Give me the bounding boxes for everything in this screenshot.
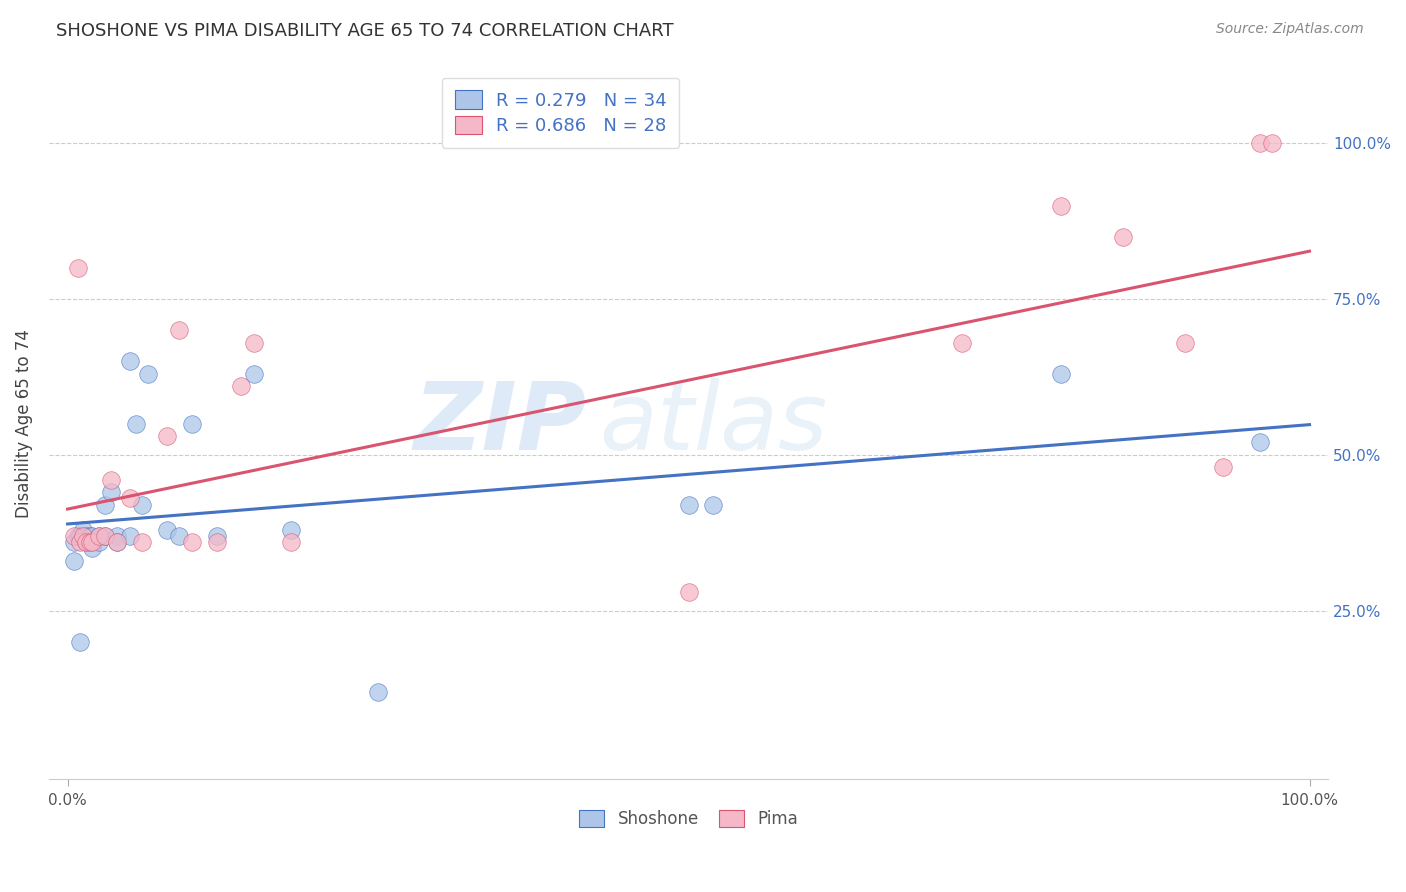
Point xyxy=(156,523,179,537)
Point xyxy=(87,529,110,543)
Point xyxy=(105,535,128,549)
Point xyxy=(180,417,202,431)
Point xyxy=(205,535,228,549)
Point xyxy=(367,684,389,698)
Point xyxy=(100,473,122,487)
Point xyxy=(82,529,104,543)
Point xyxy=(1112,229,1135,244)
Point xyxy=(131,535,153,549)
Point xyxy=(702,498,724,512)
Point xyxy=(1212,460,1234,475)
Point xyxy=(82,541,104,556)
Point xyxy=(105,535,128,549)
Point xyxy=(136,367,159,381)
Point xyxy=(118,491,141,506)
Point xyxy=(75,535,97,549)
Point xyxy=(62,529,84,543)
Point xyxy=(62,535,84,549)
Point xyxy=(1174,335,1197,350)
Point xyxy=(243,335,266,350)
Point xyxy=(118,529,141,543)
Point xyxy=(1249,136,1271,151)
Point xyxy=(62,554,84,568)
Point xyxy=(125,417,148,431)
Point xyxy=(678,585,700,599)
Point xyxy=(82,535,104,549)
Point xyxy=(79,535,101,549)
Point xyxy=(169,529,191,543)
Point xyxy=(87,529,110,543)
Point xyxy=(94,498,117,512)
Text: SHOSHONE VS PIMA DISABILITY AGE 65 TO 74 CORRELATION CHART: SHOSHONE VS PIMA DISABILITY AGE 65 TO 74… xyxy=(56,22,673,40)
Legend: Shoshone, Pima: Shoshone, Pima xyxy=(572,803,804,835)
Point xyxy=(79,529,101,543)
Point xyxy=(118,354,141,368)
Point xyxy=(1050,367,1073,381)
Y-axis label: Disability Age 65 to 74: Disability Age 65 to 74 xyxy=(15,329,32,518)
Point xyxy=(72,523,94,537)
Point xyxy=(66,260,89,275)
Point xyxy=(169,323,191,337)
Point xyxy=(131,498,153,512)
Point xyxy=(1249,435,1271,450)
Point xyxy=(75,535,97,549)
Point xyxy=(94,529,117,543)
Text: ZIP: ZIP xyxy=(413,377,586,470)
Point xyxy=(69,535,91,549)
Text: Source: ZipAtlas.com: Source: ZipAtlas.com xyxy=(1216,22,1364,37)
Point xyxy=(231,379,253,393)
Point xyxy=(180,535,202,549)
Text: atlas: atlas xyxy=(599,378,827,469)
Point xyxy=(94,529,117,543)
Point xyxy=(75,529,97,543)
Point xyxy=(87,535,110,549)
Point xyxy=(678,498,700,512)
Point xyxy=(280,523,302,537)
Point xyxy=(69,635,91,649)
Point xyxy=(280,535,302,549)
Point xyxy=(69,529,91,543)
Point xyxy=(205,529,228,543)
Point xyxy=(105,529,128,543)
Point xyxy=(243,367,266,381)
Point xyxy=(100,485,122,500)
Point xyxy=(1261,136,1284,151)
Point xyxy=(156,429,179,443)
Point xyxy=(72,529,94,543)
Point xyxy=(1050,199,1073,213)
Point xyxy=(66,529,89,543)
Point xyxy=(950,335,973,350)
